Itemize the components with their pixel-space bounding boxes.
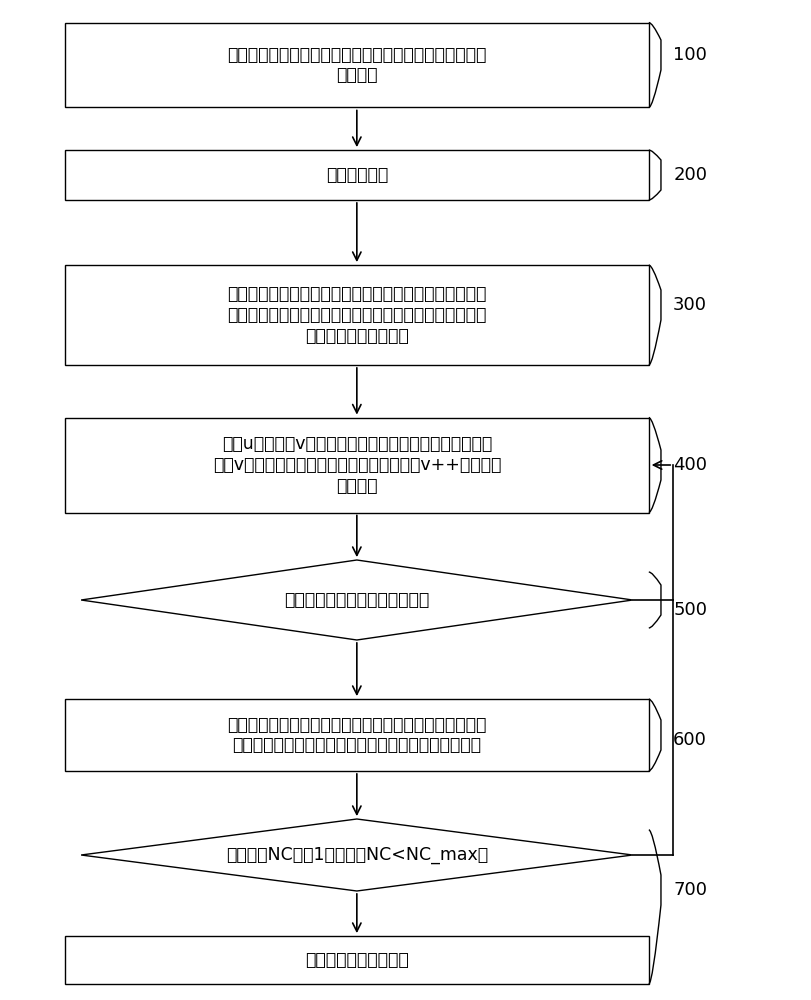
FancyBboxPatch shape — [65, 150, 649, 200]
FancyBboxPatch shape — [65, 699, 649, 771]
Polygon shape — [81, 560, 633, 640]
Text: 输出最优结果，结束。: 输出最优结果，结束。 — [305, 951, 409, 969]
Text: 700: 700 — [673, 881, 707, 899]
Text: 迭代次数NC增加1，并判断NC<NC_max？: 迭代次数NC增加1，并判断NC<NC_max？ — [225, 846, 488, 864]
Polygon shape — [81, 819, 633, 891]
Text: 600: 600 — [673, 731, 707, 749]
Text: 计算各组蚂蚁的目标函数值，记录最好蚂蚁组的函数值以
及路径，按照公式更新最好蚂蚁组的路径上的信息素。: 计算各组蚂蚁的目标函数值，记录最好蚂蚁组的函数值以 及路径，按照公式更新最好蚂蚁… — [227, 716, 487, 754]
Text: 200: 200 — [673, 166, 707, 184]
FancyBboxPatch shape — [65, 22, 649, 107]
Text: 400: 400 — [673, 456, 707, 474]
Text: 判断所有蚂蚁是否有航班放入？: 判断所有蚂蚁是否有航班放入？ — [284, 591, 430, 609]
Text: 读取机场的实时数据，以最先到达的航班的到达时间为停
机位的开始使用时间，以最后一架航班的离港时间作为停
机位的结束使用时间。: 读取机场的实时数据，以最先到达的航班的到达时间为停 机位的开始使用时间，以最后一… — [227, 285, 487, 345]
FancyBboxPatch shape — [65, 265, 649, 365]
Text: 100: 100 — [673, 46, 707, 64]
Text: 500: 500 — [673, 601, 707, 619]
Text: 300: 300 — [673, 296, 707, 314]
Text: 初始化参数。: 初始化参数。 — [326, 166, 388, 184]
FancyBboxPatch shape — [65, 418, 649, 512]
Text: 对第u组的蚂蚁v，根据公式选择下一个放入的航班，如果
蚂蚁v没有航班可以放入，则判断下一只蚂蚁v++是否有航
班放入。: 对第u组的蚂蚁v，根据公式选择下一个放入的航班，如果 蚂蚁v没有航班可以放入，则… — [212, 435, 501, 495]
Text: 输入航班和停机位信息，以矩阵的形式记录航班之间的冲
突关系。: 输入航班和停机位信息，以矩阵的形式记录航班之间的冲 突关系。 — [227, 46, 487, 84]
FancyBboxPatch shape — [65, 936, 649, 984]
